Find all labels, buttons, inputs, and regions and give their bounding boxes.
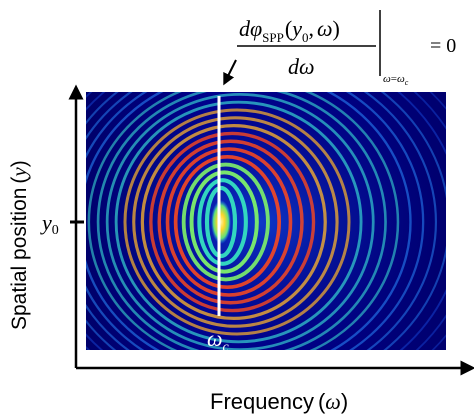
fringe-ring [204,185,238,259]
fringe-ring [87,92,400,350]
fringe-ring [157,139,304,305]
central-spot [211,200,231,244]
evaluation-subscript: ω=ωc [383,73,409,87]
axes [68,84,474,376]
y0-label: y0 [40,210,59,238]
x-axis-label: Frequency (ω) [210,389,348,414]
fringe-ring [96,92,387,350]
fringe-ring [86,92,437,350]
fringe-ring [86,92,412,350]
fringe-ring [123,108,351,336]
fringe-ring [149,131,316,313]
equation-denominator: dω [288,54,315,79]
fringe-ring [86,92,425,350]
y-axis-label: Spatial position(y) [7,160,31,330]
fringe-ring [181,162,270,282]
fringe-ring [165,147,293,297]
fringe-ring [105,93,375,350]
fringe-ring [197,178,248,266]
fringe-ring [114,100,363,344]
fringe-ring [173,154,282,290]
fringe-ring [132,116,339,328]
omega-c-label: ωc [207,326,230,355]
fringe-ring [140,123,327,321]
pointer-arrow [223,59,237,86]
fringe-ring [189,170,259,274]
plot-area [86,92,446,350]
fringe-rings [86,92,446,350]
equation: dφSPP(y0, ω) dω ω=ωc = 0 [237,10,456,87]
equation-numerator: dφSPP(y0, ω) [239,16,340,45]
equation-rhs: = 0 [430,35,456,57]
